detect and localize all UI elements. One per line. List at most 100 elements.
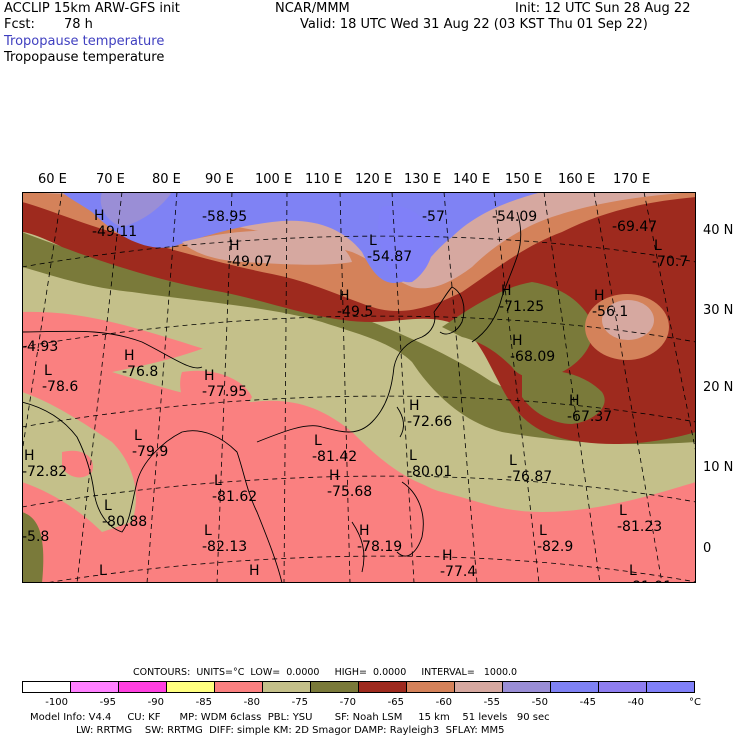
low-marker: L: [44, 363, 52, 379]
colorbar-tick-label: -90: [148, 697, 164, 708]
shade-minus50-mongolia: [182, 230, 352, 265]
coastlines: [22, 211, 522, 583]
extremum-value: -81.23: [617, 519, 662, 535]
extremum-value: -82.13: [202, 539, 247, 555]
graticule-lat0: [43, 555, 696, 583]
graticule-lon60: [22, 192, 63, 456]
extremum-value: -68.09: [510, 349, 555, 365]
extremum-value: -76.8: [122, 364, 158, 380]
shade-minus70-japan: [442, 282, 593, 377]
extremum-value: -49.11: [92, 224, 137, 240]
colorbar-tick-label: -50: [532, 697, 548, 708]
colorbar-swatch: [166, 681, 215, 693]
graticule-lon100: [283, 192, 288, 583]
extremum-value: -80.01: [407, 464, 452, 480]
colorbar-tick-label: -60: [436, 697, 452, 708]
init-time: Init: 12 UTC Sun 28 Aug 22: [515, 1, 691, 16]
latitude-label: 30 N: [703, 303, 734, 318]
colorbar-tick-label: -95: [100, 697, 116, 708]
high-marker: H: [329, 468, 340, 484]
high-marker: H: [594, 288, 605, 304]
high-marker: H: [204, 368, 215, 384]
latitude-label: 20 N: [703, 380, 734, 395]
graticule-lon110: [339, 192, 351, 583]
extremum-value: -77.95: [202, 384, 247, 400]
low-marker: L: [409, 448, 417, 464]
graticule-lon170: [643, 192, 696, 455]
low-marker: L: [134, 428, 142, 444]
extremum-value: -70.7: [652, 254, 688, 270]
low-marker: L: [214, 473, 222, 489]
extremum-value: -57: [422, 209, 445, 225]
low-marker: L: [619, 503, 627, 519]
latitude-label: 10 N: [703, 460, 734, 475]
extremum-value: -77.4: [440, 564, 476, 580]
coast-japan: [471, 211, 522, 343]
colorbar-swatch: [646, 681, 695, 693]
colorbar-unit: °C: [689, 697, 701, 708]
graticule-lat40: [22, 235, 696, 268]
coast-korea: [433, 286, 465, 335]
colorbar-swatch: [70, 681, 119, 693]
colorbar-swatch: [214, 681, 263, 693]
latitude-label: 0: [703, 541, 712, 556]
colorbar-swatch: [502, 681, 551, 693]
extremum-value: -54.87: [367, 249, 412, 265]
colorbar-swatch: [22, 681, 71, 693]
graticule-lon120: [391, 192, 415, 583]
extremum-value: -79.9: [132, 444, 168, 460]
tropopause-temperature-map: H-49.11-58.95 -57 -54.09-69.47H-49.07L-54.…: [22, 192, 696, 583]
high-marker: H: [569, 393, 580, 409]
shade-minus70-east: [522, 370, 605, 424]
colorbar-swatch: [598, 681, 647, 693]
extremum-value: -69.47: [612, 219, 657, 235]
extremum-value: -49.5: [337, 304, 373, 320]
coast-borneo: [351, 521, 365, 573]
longitude-label: 100 E: [255, 172, 293, 187]
colorbar-tick-label: -100: [45, 697, 68, 708]
low-marker: L: [104, 498, 112, 514]
model-info-line2: LW: RRTMG SW: RRTMG DIFF: simple KM: 2D …: [76, 725, 505, 736]
colorbar-swatch: [118, 681, 167, 693]
high-marker: H: [339, 288, 350, 304]
extremum-value: -4.93: [22, 339, 58, 355]
colorbar-tick-label: -65: [388, 697, 404, 708]
low-marker: L: [539, 523, 547, 539]
longitude-label: 140 E: [453, 172, 491, 187]
colorbar-tick-label: -70: [340, 697, 356, 708]
extremum-value: -82.9: [537, 539, 573, 555]
colorbar-tick-label: -45: [580, 697, 596, 708]
extremum-value: -81.62: [212, 489, 257, 505]
high-marker: H: [124, 348, 135, 364]
longitude-label: 170 E: [613, 172, 651, 187]
graticule-lon150: [543, 192, 601, 583]
high-marker: H: [229, 238, 240, 254]
graticule-lon130: [443, 192, 478, 583]
extremum-value: -71.25: [499, 299, 544, 315]
high-marker: H: [249, 563, 260, 579]
low-marker: L: [629, 563, 637, 579]
high-marker: H: [409, 398, 420, 414]
longitude-label: 150 E: [505, 172, 543, 187]
longitude-label: 60 E: [38, 172, 67, 187]
low-marker: L: [314, 433, 322, 449]
low-marker: L: [204, 523, 212, 539]
coast-taiwan: [396, 406, 404, 438]
shade-minus80-indochina: [242, 488, 292, 531]
high-marker: H: [442, 548, 453, 564]
extremum-value: -80.88: [102, 514, 147, 530]
extremum-value: -78.19: [357, 539, 402, 555]
extremum-value: -81.91: [627, 579, 672, 583]
extremum-value: -72.66: [407, 414, 452, 430]
extremum-value: -72.82: [22, 464, 67, 480]
high-marker: H: [512, 333, 523, 349]
high-marker: H: [94, 208, 105, 224]
graticule: [22, 192, 696, 583]
high-marker: H: [359, 523, 370, 539]
coast-india-indochina: [22, 401, 283, 583]
extremum-value: -67.37: [567, 409, 612, 425]
extrema-labels: H-49.11-58.95 -57 -54.09-69.47H-49.07L-54.…: [22, 208, 688, 583]
colorbar-tick-label: -55: [484, 697, 500, 708]
colorbar-swatch: [262, 681, 311, 693]
model-title: ACCLIP 15km ARW-GFS init: [4, 1, 180, 16]
